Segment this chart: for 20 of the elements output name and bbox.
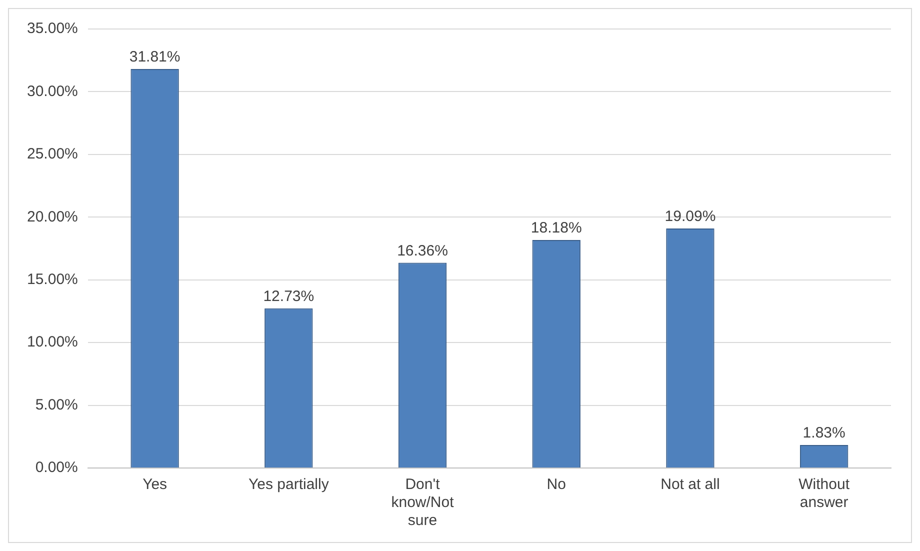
- y-tick-label: 15.00%: [27, 271, 78, 288]
- x-tick-label: Not at all: [660, 476, 720, 494]
- y-tick-label: 10.00%: [27, 334, 78, 351]
- x-tick-label: Without answer: [798, 476, 850, 512]
- data-label: 19.09%: [664, 208, 716, 226]
- y-tick-label: 35.00%: [27, 20, 78, 38]
- data-label: 12.73%: [263, 288, 314, 305]
- y-tick-label: 25.00%: [27, 146, 78, 163]
- y-tick-label: 20.00%: [27, 208, 78, 226]
- data-label: 31.81%: [129, 48, 180, 66]
- x-tick-label: Yes partially: [248, 476, 330, 494]
- x-tick-label: Don't know/Not sure: [391, 476, 455, 530]
- y-tick-label: 5.00%: [35, 396, 78, 414]
- x-tick-label: Yes: [142, 476, 168, 494]
- data-label: 18.18%: [530, 220, 582, 237]
- y-tick-label: 0.00%: [35, 459, 78, 476]
- x-tick-label: No: [546, 476, 566, 494]
- data-label: 16.36%: [397, 242, 448, 260]
- y-tick-label: 30.00%: [27, 82, 78, 100]
- data-label: 1.83%: [802, 424, 846, 442]
